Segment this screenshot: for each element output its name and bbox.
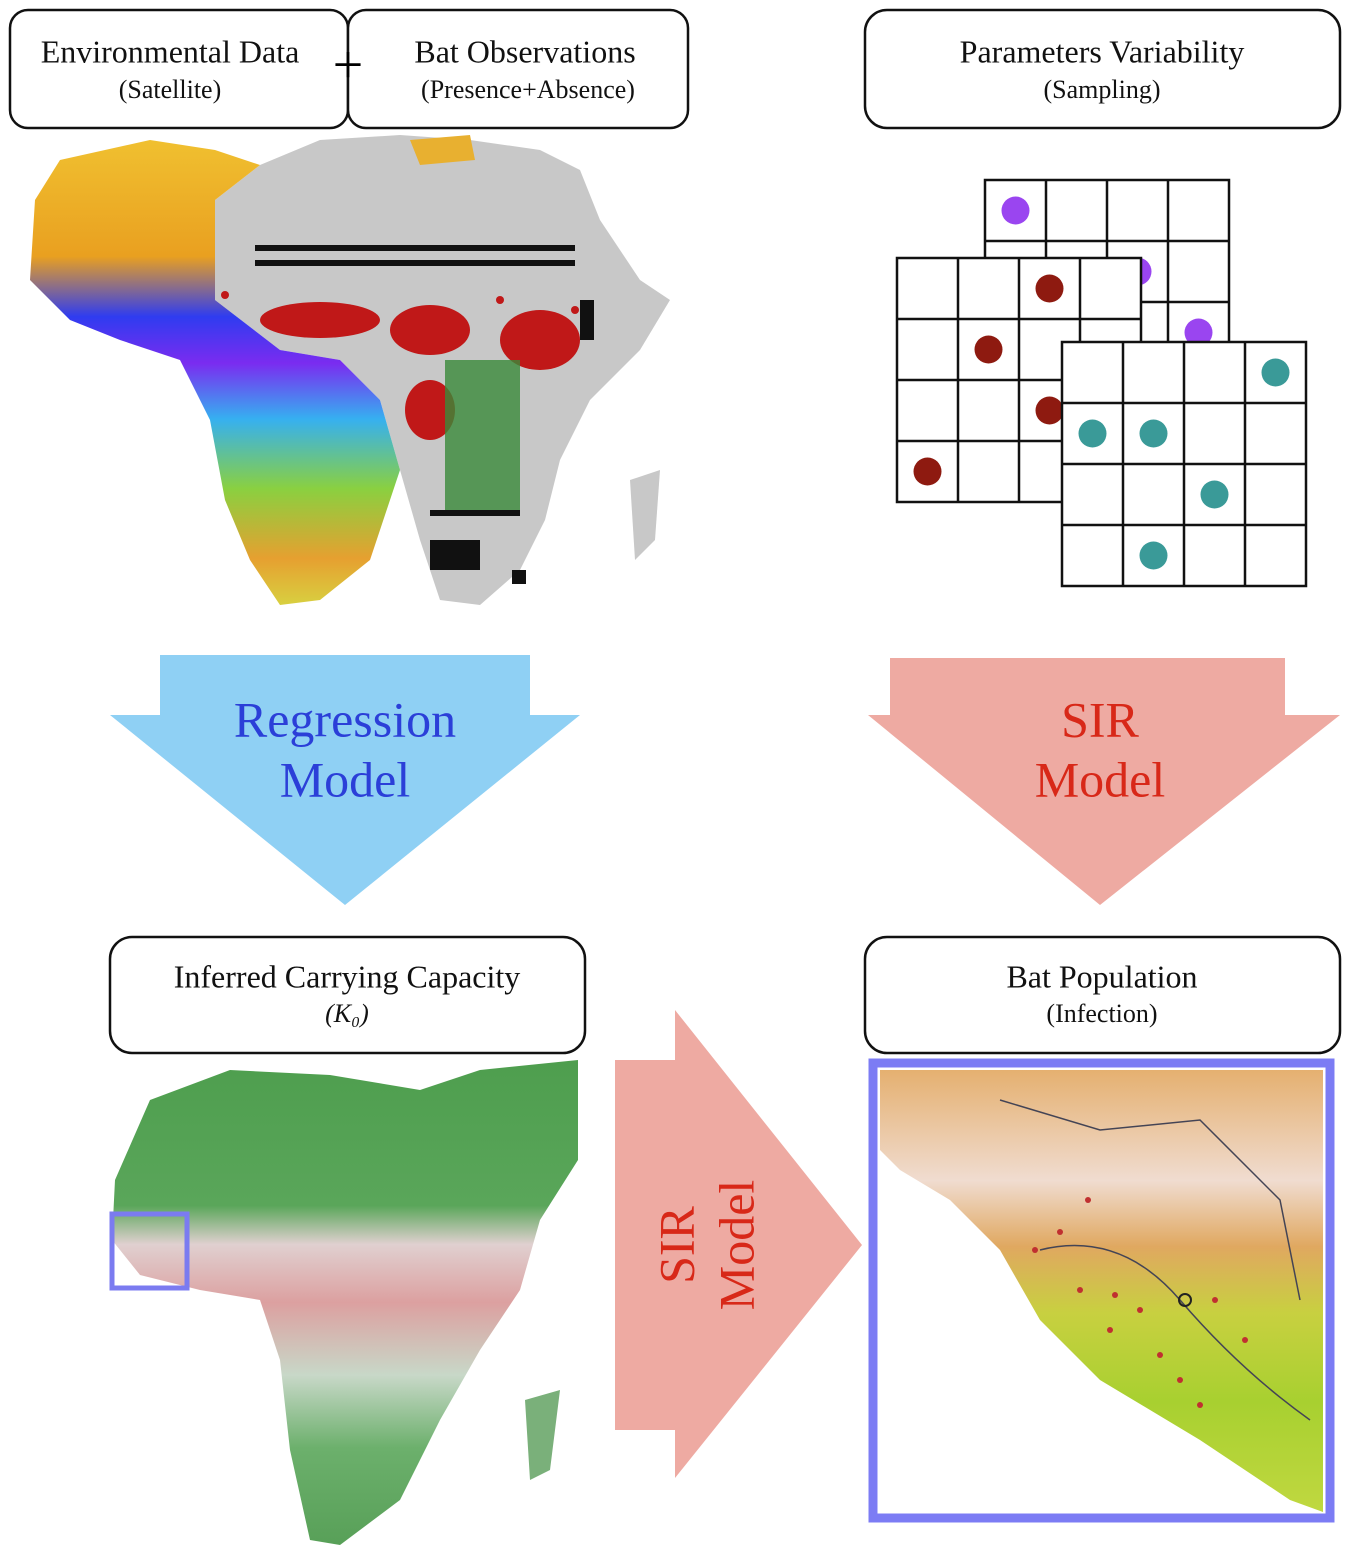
sampling-grids [895,178,1308,588]
box-subtitle: (Satellite) [119,75,222,104]
sample-dot [1035,396,1064,425]
sample-dot [1001,196,1030,225]
africa-satellite-map [30,135,670,605]
carrying-capacity-map [109,1060,578,1545]
plus: + [333,34,363,94]
arrow-label: Model [280,751,411,807]
box [863,935,1342,1055]
arrow [110,655,580,905]
sample-dot [913,457,942,486]
box-title: Environmental Data [41,33,300,69]
infection-map [868,1058,1335,1523]
sample-dot [1139,541,1168,570]
box-subtitle: (Sampling) [1044,75,1161,104]
sample-dot [1200,480,1229,509]
box [108,935,587,1055]
arrow-label: SIR [648,1205,704,1283]
box [346,8,690,130]
arrow [868,658,1340,905]
box-title: Inferred Carrying Capacity [174,958,521,994]
sample-dot [1035,274,1064,303]
arrow-label: Model [1035,751,1166,807]
sample-dot [974,335,1003,364]
arrow-label: Model [708,1180,764,1311]
sample-dot [1184,318,1213,347]
box-title: Bat Population [1006,958,1197,994]
box-title: Bat Observations [414,33,635,69]
sample-dot [1261,358,1290,387]
box-subtitle: (Presence+Absence) [421,75,635,104]
box-subtitle: (K₀) [325,999,369,1028]
sample-dot [1139,419,1168,448]
arrow-label: SIR [1061,691,1139,747]
sample-dot [1078,419,1107,448]
box-subtitle: (Infection) [1046,999,1157,1028]
box-title: Parameters Variability [960,33,1245,69]
arrow-label: Regression [234,691,456,747]
box [863,8,1342,130]
arrow [615,1010,862,1478]
